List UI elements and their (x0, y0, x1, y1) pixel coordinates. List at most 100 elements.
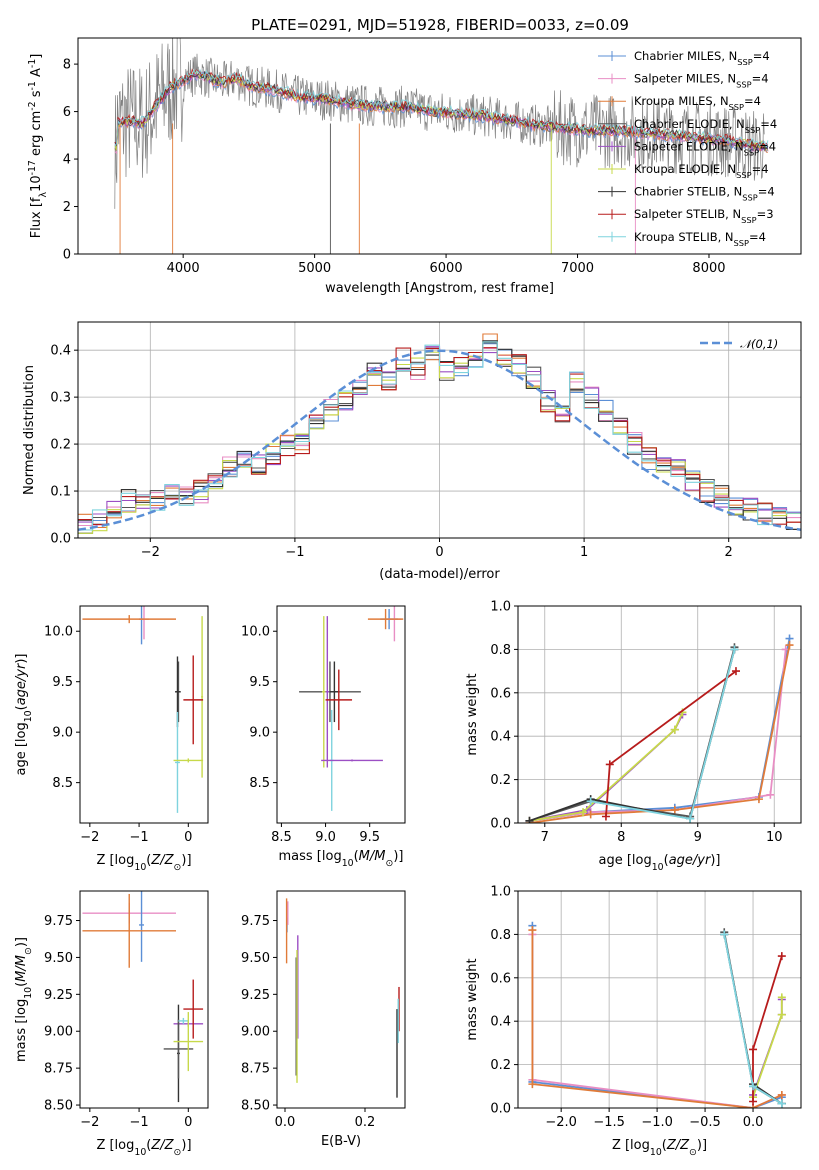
data-point (528, 1080, 537, 1089)
residual-hist-8 (78, 341, 801, 531)
legend-entry: Chabrier MILES, NSSP=4 (634, 49, 770, 67)
y-tick-label: 0.0 (490, 817, 511, 832)
x-tick-label: −2 (141, 545, 160, 560)
series-line-5 (752, 997, 783, 1098)
y-tick-label: 9.75 (241, 914, 270, 929)
x-tick-label: 5000 (298, 261, 331, 276)
panel-spectrum: 4000 5000 6000 7000 8000 0 2 4 6 8 wavelength [Ang… (27, 37, 802, 296)
panel-mass_vs_Z: −2 −1 0 8.50 8.75 9.00 9.25 9.50 9.75 Z [log10(Z/… (14, 890, 209, 1158)
series-line-5 (529, 711, 684, 822)
plot-area (285, 898, 400, 1098)
legend-entry: Kroupa MILES, NSSP=4 (634, 94, 761, 112)
data-point (766, 790, 775, 799)
axes-frame (77, 37, 802, 255)
legend-entry: Salpeter ELODIE, NSSP=4 (634, 139, 776, 157)
x-axis-label: age [log10(age/yr)] (598, 853, 720, 873)
x-axis-label: Z [log10(Z/Z⊙)] (612, 1138, 707, 1158)
y-tick-label: 8.5 (52, 776, 73, 791)
y-tick-label: 10.0 (241, 625, 270, 640)
plot-area (78, 333, 801, 534)
plot-area (528, 921, 786, 1108)
observed-spectrum (114, 38, 765, 209)
x-axis-label: (data-model)/error (379, 567, 500, 582)
model-spectrum-8 (114, 68, 769, 148)
x-tick-label: 7000 (561, 261, 594, 276)
y-tick-label: 0.6 (490, 686, 511, 701)
x-tick-label: 0.0 (275, 1115, 296, 1130)
data-point (586, 810, 595, 819)
x-tick-label: 0 (435, 545, 443, 560)
x-axis-label: mass [log10(M/M⊙)] (279, 849, 404, 869)
y-axis-label: mass [log10(M/M⊙)] (14, 937, 34, 1062)
x-tick-label: 6000 (430, 261, 463, 276)
data-point (670, 725, 679, 734)
data-point (730, 645, 739, 654)
y-tick-label: 0.1 (50, 485, 71, 500)
x-tick-label: −1 (129, 830, 148, 845)
axes-frame (276, 890, 406, 1109)
x-tick-label: 0 (184, 1115, 192, 1130)
panel-mass_vs_ebv: 0.0 0.2 8.50 8.75 9.00 9.25 9.50 9.75 E(B-V) (241, 890, 406, 1149)
axes-frame (517, 605, 802, 824)
y-tick-label: 0.4 (50, 344, 71, 359)
data-point (731, 667, 740, 676)
y-tick-label: 0.0 (490, 1102, 511, 1117)
x-tick-label: −1 (129, 1115, 148, 1130)
model-spectrum-2 (114, 72, 769, 153)
data-point (586, 797, 595, 806)
y-tick-label: 8.50 (44, 1099, 73, 1114)
legend-entry: Kroupa STELIB, NSSP=4 (634, 230, 766, 248)
model-spectrum-7 (114, 68, 769, 150)
series-line-3 (529, 646, 736, 822)
x-tick-label: 9.5 (359, 830, 380, 845)
data-point (777, 1090, 786, 1099)
y-axis-label: mass weight (465, 958, 480, 1040)
y-tick-label: 8.50 (241, 1099, 270, 1114)
y-tick-label: 9.5 (52, 675, 73, 690)
series-line-6 (529, 649, 736, 822)
x-tick-label: −1.5 (593, 1115, 625, 1130)
data-point (720, 930, 729, 939)
x-tick-label: 0.0 (743, 1115, 764, 1130)
legend-entry: Salpeter STELIB, NSSP=3 (634, 207, 774, 225)
y-tick-label: 6 (63, 105, 71, 120)
legend: Chabrier MILES, NSSP=4 Salpeter MILES, NS… (598, 49, 777, 248)
axes-frame (276, 605, 406, 824)
x-tick-label: −1 (285, 545, 304, 560)
series-line-4 (752, 999, 783, 1096)
data-point (777, 993, 786, 1002)
series-line-0 (529, 638, 791, 822)
legend-entry: 𝒩(0,1) (740, 337, 778, 351)
series-line-2 (531, 930, 783, 1108)
x-axis-label: wavelength [Angstrom, rest frame] (325, 281, 554, 296)
gaussian-curve (78, 349, 801, 532)
y-tick-label: 9.0 (249, 726, 270, 741)
panel-massweight_vs_Z: −2.0 −1.5 −1.0 −0.5 0.0 0.0 0.2 0.4 0.6 0.8 1.0 Z [… (465, 885, 802, 1158)
y-tick-label: 0.0 (50, 532, 71, 547)
y-tick-label: 1.0 (490, 885, 511, 900)
axes-frame (517, 890, 802, 1109)
x-tick-label: −2 (80, 830, 99, 845)
x-tick-label: 9.0 (315, 830, 336, 845)
x-tick-label: 10 (766, 830, 783, 845)
plot-area (299, 606, 404, 811)
y-tick-label: 8.5 (249, 776, 270, 791)
data-point (749, 1097, 758, 1106)
data-point (754, 795, 763, 804)
x-tick-label: 8 (617, 830, 625, 845)
y-tick-label: 9.50 (241, 951, 270, 966)
panel-residuals: −2 −1 0 1 2 0.0 0.1 0.2 0.3 0.4 (data-model)/error… (22, 321, 802, 582)
y-tick-label: 9.75 (44, 914, 73, 929)
axes-frame (79, 890, 209, 1109)
y-tick-label: 8.75 (241, 1062, 270, 1077)
data-point (777, 1099, 786, 1108)
x-tick-label: 1 (580, 545, 588, 560)
panel-massweight_vs_age: 7 8 9 10 0.0 0.2 0.4 0.6 0.8 1.0 age [log10(age/yr… (465, 600, 802, 873)
legend-entry: Salpeter MILES, NSSP=4 (634, 72, 769, 90)
figure-title: PLATE=0291, MJD=51928, FIBERID=0033, z=0… (251, 16, 629, 34)
y-tick-label: 9.0 (52, 726, 73, 741)
y-tick-label: 0.8 (490, 928, 511, 943)
x-tick-label: −1.0 (641, 1115, 673, 1130)
y-tick-label: 0.4 (490, 730, 511, 745)
